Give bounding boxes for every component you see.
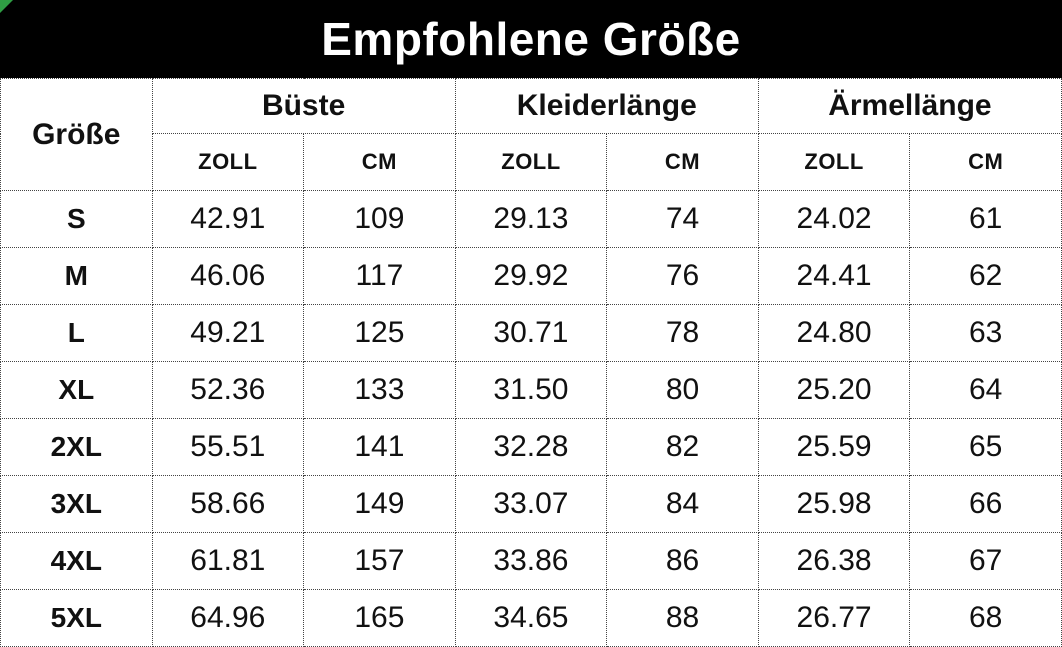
unit-header-inch: ZOLL xyxy=(454,133,608,191)
measurement-value: 26.38 xyxy=(757,532,911,590)
measurement-value: 55.51 xyxy=(151,418,305,476)
unit-header-inch: ZOLL xyxy=(757,133,911,191)
table-row: 3XL 58.66 149 33.07 84 25.98 66 xyxy=(0,475,1062,533)
size-label: M xyxy=(0,247,153,305)
measurement-value: 66 xyxy=(909,475,1062,533)
measurement-value: 46.06 xyxy=(151,247,305,305)
measurement-value: 30.71 xyxy=(454,304,608,362)
size-table-body: S 42.91 109 29.13 74 24.02 61 M 46.06 117 29.92 76 2… xyxy=(0,190,1062,647)
measurement-value: 61.81 xyxy=(151,532,305,590)
size-table: Größe Büste Kleiderlänge Ärmellänge ZOLL… xyxy=(0,78,1062,647)
measurement-value: 84 xyxy=(606,475,759,533)
measurement-value: 125 xyxy=(303,304,456,362)
unit-header-inch: ZOLL xyxy=(151,133,305,191)
measurement-value: 109 xyxy=(303,190,456,248)
measurement-value: 26.77 xyxy=(757,589,911,647)
measurement-value: 61 xyxy=(909,190,1062,248)
measurement-value: 29.92 xyxy=(454,247,608,305)
measurement-value: 67 xyxy=(909,532,1062,590)
measurement-value: 33.07 xyxy=(454,475,608,533)
measurement-value: 149 xyxy=(303,475,456,533)
measurement-value: 29.13 xyxy=(454,190,608,248)
size-label: 5XL xyxy=(0,589,153,647)
title-bar: Empfohlene Größe xyxy=(0,0,1062,78)
measurement-value: 31.50 xyxy=(454,361,608,419)
table-row: XL 52.36 133 31.50 80 25.20 64 xyxy=(0,361,1062,419)
measurement-value: 25.59 xyxy=(757,418,911,476)
spreadsheet-corner-indicator-icon xyxy=(0,0,13,13)
measurement-value: 24.80 xyxy=(757,304,911,362)
table-row: L 49.21 125 30.71 78 24.80 63 xyxy=(0,304,1062,362)
measurement-value: 49.21 xyxy=(151,304,305,362)
measurement-value: 165 xyxy=(303,589,456,647)
measurement-value: 24.02 xyxy=(757,190,911,248)
measurement-value: 58.66 xyxy=(151,475,305,533)
measurement-value: 117 xyxy=(303,247,456,305)
measurement-value: 74 xyxy=(606,190,759,248)
table-row: S 42.91 109 29.13 74 24.02 61 xyxy=(0,190,1062,248)
measurement-value: 68 xyxy=(909,589,1062,647)
group-header-dress-length: Kleiderlänge xyxy=(454,78,759,134)
measurement-value: 33.86 xyxy=(454,532,608,590)
measurement-value: 86 xyxy=(606,532,759,590)
size-label: 2XL xyxy=(0,418,153,476)
table-row: 2XL 55.51 141 32.28 82 25.59 65 xyxy=(0,418,1062,476)
size-label: S xyxy=(0,190,153,248)
size-label: XL xyxy=(0,361,153,419)
page-title: Empfohlene Größe xyxy=(321,13,741,65)
measurement-value: 78 xyxy=(606,304,759,362)
group-header-bust: Büste xyxy=(151,78,456,134)
measurement-value: 82 xyxy=(606,418,759,476)
measurement-value: 76 xyxy=(606,247,759,305)
measurement-value: 157 xyxy=(303,532,456,590)
measurement-value: 133 xyxy=(303,361,456,419)
unit-header-cm: CM xyxy=(606,133,759,191)
measurement-value: 42.91 xyxy=(151,190,305,248)
measurement-value: 62 xyxy=(909,247,1062,305)
measurement-value: 80 xyxy=(606,361,759,419)
size-label: 4XL xyxy=(0,532,153,590)
table-row: M 46.06 117 29.92 76 24.41 62 xyxy=(0,247,1062,305)
size-column-header: Größe xyxy=(0,78,153,191)
unit-header-cm: CM xyxy=(303,133,456,191)
measurement-value: 65 xyxy=(909,418,1062,476)
group-header-row: Größe Büste Kleiderlänge Ärmellänge xyxy=(0,78,1062,191)
measurement-value: 141 xyxy=(303,418,456,476)
measurement-value: 64.96 xyxy=(151,589,305,647)
table-row: 4XL 61.81 157 33.86 86 26.38 67 xyxy=(0,532,1062,590)
measurement-value: 63 xyxy=(909,304,1062,362)
measurement-value: 25.98 xyxy=(757,475,911,533)
measurement-value: 24.41 xyxy=(757,247,911,305)
unit-header-row: ZOLL CM ZOLL CM ZOLL CM xyxy=(1,133,1062,191)
table-row: 5XL 64.96 165 34.65 88 26.77 68 xyxy=(0,589,1062,647)
measurement-value: 88 xyxy=(606,589,759,647)
measurement-value: 34.65 xyxy=(454,589,608,647)
measurement-value: 52.36 xyxy=(151,361,305,419)
measurement-value: 25.20 xyxy=(757,361,911,419)
measurement-value: 64 xyxy=(909,361,1062,419)
group-header-sleeve-length: Ärmellänge xyxy=(757,78,1062,134)
measurement-value: 32.28 xyxy=(454,418,608,476)
size-label: L xyxy=(0,304,153,362)
size-label: 3XL xyxy=(0,475,153,533)
size-table-header: Größe Büste Kleiderlänge Ärmellänge ZOLL… xyxy=(0,78,1062,191)
unit-header-cm: CM xyxy=(909,133,1062,191)
